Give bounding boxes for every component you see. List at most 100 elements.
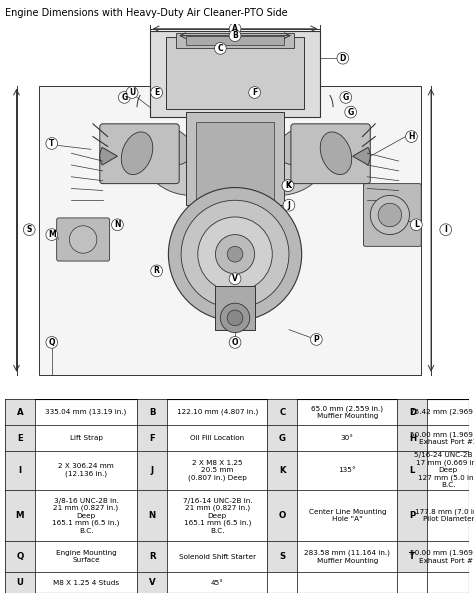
Text: A: A xyxy=(232,24,238,33)
Ellipse shape xyxy=(150,128,192,165)
Text: O: O xyxy=(279,511,286,520)
Bar xyxy=(166,36,304,109)
Circle shape xyxy=(23,224,35,235)
Text: F: F xyxy=(252,88,257,97)
Text: L: L xyxy=(414,221,419,229)
Text: 50.00 mm (1.969 in.)
Exhaust Port #2: 50.00 mm (1.969 in.) Exhaust Port #2 xyxy=(410,431,474,445)
Circle shape xyxy=(118,92,130,103)
Text: G: G xyxy=(279,433,286,443)
Text: 50.00 mm (1.969 in.)
Exhaust Port #1: 50.00 mm (1.969 in.) Exhaust Port #1 xyxy=(410,550,474,564)
Bar xyxy=(137,541,167,572)
Circle shape xyxy=(151,86,163,98)
Text: 30°: 30° xyxy=(341,435,354,441)
Circle shape xyxy=(216,235,255,274)
Bar xyxy=(397,451,428,490)
Bar xyxy=(5,451,35,490)
Bar xyxy=(5,425,35,451)
Text: 3/8-16 UNC-2B in.
21 mm (0.827 in.)
Deep
165.1 mm (6.5 in.)
B.C.: 3/8-16 UNC-2B in. 21 mm (0.827 in.) Deep… xyxy=(52,498,120,533)
Bar xyxy=(196,122,274,200)
Bar xyxy=(397,399,428,425)
Bar xyxy=(397,425,428,451)
Bar xyxy=(267,399,297,425)
Bar xyxy=(5,399,35,425)
Circle shape xyxy=(227,246,243,262)
Text: 2 X M8 X 1.25
20.5 mm
(0.807 in.) Deep: 2 X M8 X 1.25 20.5 mm (0.807 in.) Deep xyxy=(188,460,246,481)
Text: 45°: 45° xyxy=(211,580,224,586)
Text: J: J xyxy=(151,466,154,475)
Circle shape xyxy=(69,226,97,253)
Text: E: E xyxy=(17,433,23,443)
Ellipse shape xyxy=(278,128,319,165)
Circle shape xyxy=(46,138,58,150)
Text: A: A xyxy=(17,408,23,417)
Circle shape xyxy=(220,303,250,333)
Text: V: V xyxy=(149,578,155,587)
Ellipse shape xyxy=(121,132,153,175)
Text: H: H xyxy=(408,132,415,141)
Text: I: I xyxy=(18,466,21,475)
Circle shape xyxy=(229,273,241,284)
FancyBboxPatch shape xyxy=(291,124,370,184)
Text: K: K xyxy=(285,181,291,190)
Circle shape xyxy=(151,265,163,277)
Text: P: P xyxy=(409,511,416,520)
Text: K: K xyxy=(279,466,286,475)
Wedge shape xyxy=(353,147,370,165)
Text: G: G xyxy=(343,93,349,102)
Text: D: D xyxy=(409,408,416,417)
Circle shape xyxy=(214,42,226,54)
Text: M8 X 1.25 4 Studs: M8 X 1.25 4 Studs xyxy=(53,580,119,586)
Bar xyxy=(137,425,167,451)
Circle shape xyxy=(46,229,58,240)
Text: U: U xyxy=(17,578,23,587)
Circle shape xyxy=(181,200,289,308)
Text: O: O xyxy=(232,338,238,347)
Bar xyxy=(150,31,320,117)
Text: S: S xyxy=(279,552,285,561)
Bar xyxy=(5,572,35,593)
Text: Engine Dimensions with Heavy-Duty Air Cleaner-PTO Side: Engine Dimensions with Heavy-Duty Air Cl… xyxy=(5,8,287,18)
Text: 122.10 mm (4.807 in.): 122.10 mm (4.807 in.) xyxy=(177,409,258,415)
Bar xyxy=(137,490,167,541)
Wedge shape xyxy=(150,141,232,195)
Text: 75.42 mm (2.969 in.): 75.42 mm (2.969 in.) xyxy=(410,409,474,415)
Circle shape xyxy=(198,217,272,291)
Circle shape xyxy=(126,86,138,98)
Text: Oil Fill Location: Oil Fill Location xyxy=(190,435,244,441)
Text: G: G xyxy=(347,108,354,117)
FancyBboxPatch shape xyxy=(364,184,421,246)
Text: 7/16-14 UNC-2B in.
21 mm (0.827 in.)
Deep
165.1 mm (6.5 in.)
B.C.: 7/16-14 UNC-2B in. 21 mm (0.827 in.) Dee… xyxy=(182,498,252,533)
Bar xyxy=(186,112,284,205)
Text: R: R xyxy=(149,552,155,561)
Text: K: K xyxy=(285,181,291,190)
Ellipse shape xyxy=(320,132,352,175)
Text: 283.58 mm (11.164 in.)
Muffler Mounting: 283.58 mm (11.164 in.) Muffler Mounting xyxy=(304,550,390,564)
Circle shape xyxy=(46,337,58,348)
Text: Solenoid Shift Starter: Solenoid Shift Starter xyxy=(179,554,256,560)
Bar xyxy=(137,572,167,593)
Text: N: N xyxy=(149,511,156,520)
Text: 135°: 135° xyxy=(338,467,356,473)
Text: J: J xyxy=(288,201,291,210)
Circle shape xyxy=(378,203,401,226)
Text: Q: Q xyxy=(16,552,23,561)
Bar xyxy=(267,541,297,572)
Text: T: T xyxy=(410,552,415,561)
Circle shape xyxy=(282,180,294,191)
Bar xyxy=(397,490,428,541)
Circle shape xyxy=(111,219,123,231)
Bar xyxy=(267,425,297,451)
Circle shape xyxy=(229,23,241,35)
Wedge shape xyxy=(238,141,320,195)
Circle shape xyxy=(229,30,241,42)
Bar xyxy=(267,451,297,490)
Text: N: N xyxy=(114,221,121,229)
Text: D: D xyxy=(340,54,346,63)
Text: 5/16-24 UNC-2B in.
17 mm (0.669 in.)
Deep
127 mm (5.0 in.)
B.C.: 5/16-24 UNC-2B in. 17 mm (0.669 in.) Dee… xyxy=(414,452,474,488)
Text: R: R xyxy=(154,266,160,275)
Circle shape xyxy=(406,131,417,142)
Text: Center Line Mounting
Hole "A": Center Line Mounting Hole "A" xyxy=(309,509,386,522)
Text: 65.0 mm (2.559 in.)
Muffler Mounting: 65.0 mm (2.559 in.) Muffler Mounting xyxy=(311,405,383,419)
Text: 177.8 mm (7.0 in.)
Pilot Diameter: 177.8 mm (7.0 in.) Pilot Diameter xyxy=(415,508,474,523)
Text: G: G xyxy=(121,93,128,102)
